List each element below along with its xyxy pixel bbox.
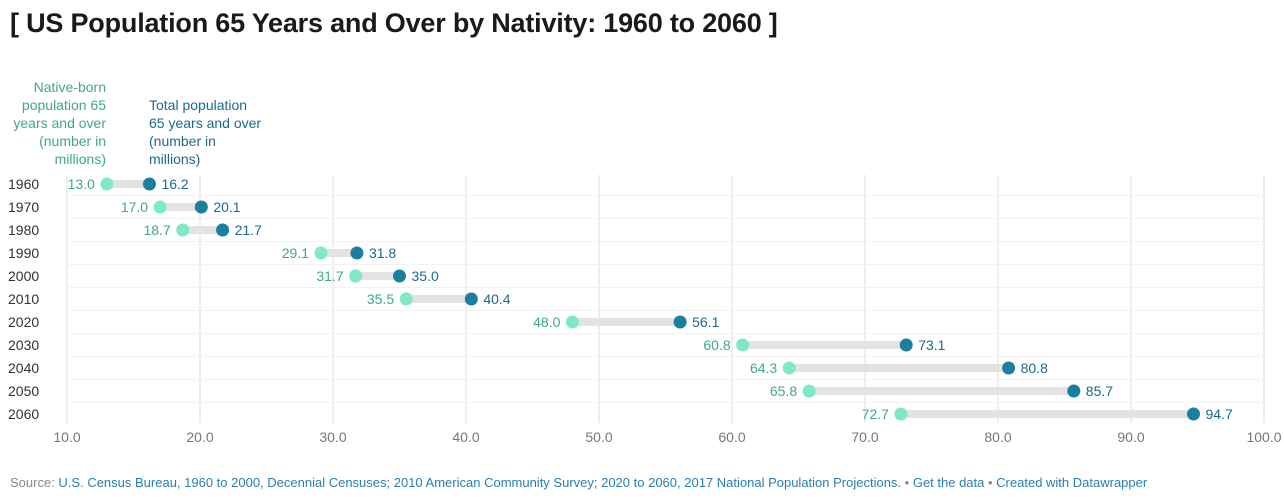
native-value-label: 48.0 bbox=[533, 314, 560, 330]
category-label: 1960 bbox=[8, 176, 39, 192]
total-value-label: 40.4 bbox=[483, 291, 510, 307]
x-tick-label: 90.0 bbox=[1117, 429, 1144, 445]
native-dot bbox=[399, 292, 413, 306]
native-series-label: millions) bbox=[55, 151, 106, 167]
native-dot bbox=[782, 361, 796, 375]
x-tick-label: 10.0 bbox=[53, 429, 80, 445]
native-value-label: 72.7 bbox=[862, 406, 889, 422]
category-label: 2010 bbox=[8, 291, 39, 307]
x-tick-label: 60.0 bbox=[718, 429, 745, 445]
x-tick-label: 30.0 bbox=[319, 429, 346, 445]
category-label: 1980 bbox=[8, 222, 39, 238]
x-tick-label: 100.0 bbox=[1246, 429, 1281, 445]
dot-range-chart: 10.0 20.0 30.0 40.0 50.0 60.0 70.0 80.0 90.0 100.… bbox=[8, 79, 1282, 445]
category-label: 2040 bbox=[8, 360, 39, 376]
x-tick-label: 80.0 bbox=[984, 429, 1011, 445]
total-value-label: 80.8 bbox=[1021, 360, 1048, 376]
native-value-label: 18.7 bbox=[143, 222, 170, 238]
category-label: 2020 bbox=[8, 314, 39, 330]
native-series-label: Native-born bbox=[34, 79, 106, 95]
total-dot bbox=[393, 269, 406, 283]
native-dot bbox=[349, 269, 363, 283]
source-footer: Source: U.S. Census Bureau, 1960 to 2000… bbox=[10, 475, 1147, 490]
x-tick-label: 20.0 bbox=[186, 429, 213, 445]
native-series-label: population 65 bbox=[22, 97, 106, 113]
total-value-label: 16.2 bbox=[161, 176, 188, 192]
total-dot bbox=[673, 315, 687, 329]
native-value-label: 65.8 bbox=[770, 383, 797, 399]
total-dot bbox=[194, 200, 208, 214]
total-series-label: Total population bbox=[149, 97, 247, 113]
category-label: 2030 bbox=[8, 337, 39, 353]
native-value-label: 17.0 bbox=[121, 199, 148, 215]
total-series-label: (number in bbox=[149, 133, 216, 149]
total-value-label: 94.7 bbox=[1206, 406, 1233, 422]
x-tick-label: 70.0 bbox=[851, 429, 878, 445]
native-value-label: 35.5 bbox=[367, 291, 394, 307]
native-dot bbox=[565, 315, 579, 329]
native-dot bbox=[100, 177, 114, 191]
get-data-link[interactable]: Get the data bbox=[912, 475, 985, 490]
total-value-label: 85.7 bbox=[1086, 383, 1113, 399]
native-series-label: (number in bbox=[39, 133, 106, 149]
source-link[interactable]: U.S. Census Bureau, 1960 to 2000, Decenn… bbox=[58, 475, 902, 490]
native-dot bbox=[314, 246, 328, 260]
category-label: 2060 bbox=[8, 406, 39, 422]
total-series-label: 65 years and over bbox=[149, 115, 261, 131]
total-dot bbox=[350, 246, 364, 260]
native-dot bbox=[894, 407, 908, 421]
native-value-label: 60.8 bbox=[703, 337, 730, 353]
native-dot bbox=[736, 338, 750, 352]
native-dot bbox=[153, 200, 167, 214]
total-dot bbox=[216, 223, 230, 237]
total-value-label: 20.1 bbox=[213, 199, 240, 215]
total-series-label: millions) bbox=[149, 151, 200, 167]
total-value-label: 35.0 bbox=[412, 268, 439, 284]
total-dot bbox=[1002, 361, 1016, 375]
native-value-label: 13.0 bbox=[68, 176, 95, 192]
native-value-label: 64.3 bbox=[750, 360, 777, 376]
footer-separator: • bbox=[901, 475, 913, 490]
native-value-label: 29.1 bbox=[282, 245, 309, 261]
native-dot bbox=[802, 384, 816, 398]
category-label: 2000 bbox=[8, 268, 39, 284]
x-tick-label: 40.0 bbox=[452, 429, 479, 445]
total-value-label: 73.1 bbox=[918, 337, 945, 353]
total-dot bbox=[142, 177, 156, 191]
total-value-label: 31.8 bbox=[369, 245, 396, 261]
total-value-label: 21.7 bbox=[235, 222, 262, 238]
category-label: 2050 bbox=[8, 383, 39, 399]
chart-title: [ US Population 65 Years and Over by Nat… bbox=[10, 8, 778, 38]
native-value-label: 31.7 bbox=[316, 268, 343, 284]
category-label: 1990 bbox=[8, 245, 39, 261]
x-tick-label: 50.0 bbox=[585, 429, 612, 445]
total-dot bbox=[1187, 407, 1201, 421]
total-dot bbox=[899, 338, 913, 352]
total-value-label: 56.1 bbox=[692, 314, 719, 330]
source-label: Source: bbox=[10, 475, 59, 490]
native-dot bbox=[176, 223, 190, 237]
footer-separator: • bbox=[984, 475, 997, 490]
category-label: 1970 bbox=[8, 199, 39, 215]
native-series-label: years and over bbox=[13, 115, 106, 131]
total-dot bbox=[1067, 384, 1081, 398]
datawrapper-link[interactable]: Created with Datawrapper bbox=[996, 475, 1148, 490]
total-dot bbox=[464, 292, 478, 306]
